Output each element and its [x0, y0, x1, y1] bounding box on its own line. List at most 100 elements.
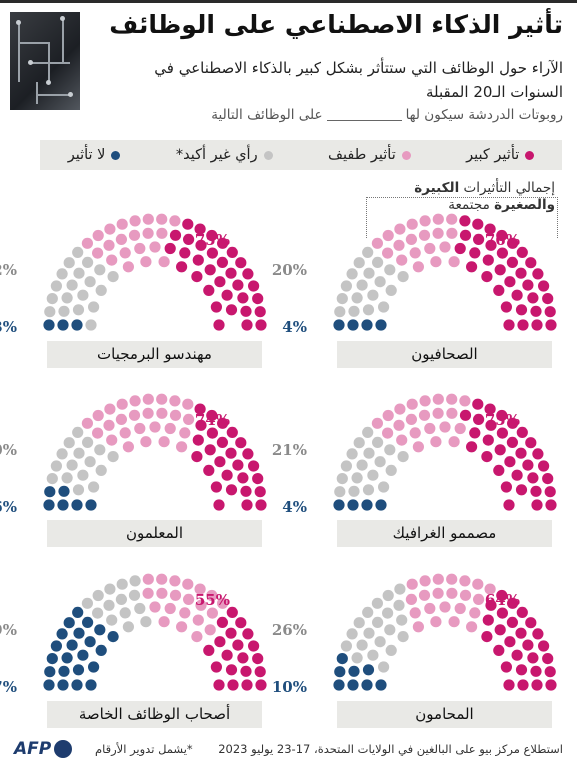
dot-none — [362, 664, 375, 676]
dot-major — [545, 679, 557, 691]
dot-minor — [149, 421, 161, 433]
dot-unsure — [72, 304, 85, 316]
chart-self-employed: 55% 19% 27% — [0, 573, 267, 696]
dot-major — [192, 254, 204, 266]
dot-major — [544, 486, 556, 498]
dot-unsure — [85, 319, 97, 331]
dot-none — [361, 319, 373, 331]
dot-major — [525, 617, 537, 629]
dot-major — [226, 246, 238, 258]
dot-minor — [169, 575, 181, 587]
dot-unsure — [81, 597, 93, 609]
dot-major — [206, 409, 218, 422]
combined-impact-label: 75% — [195, 231, 230, 249]
dot-unsure — [50, 460, 63, 472]
dot-unsure — [73, 267, 85, 279]
dot-unsure — [397, 271, 409, 283]
dot-unsure — [367, 289, 379, 301]
dot-unsure — [378, 301, 390, 313]
dot-unsure — [374, 636, 386, 648]
dot-major — [213, 319, 225, 331]
dot-major — [503, 319, 515, 331]
dot-minor — [459, 589, 472, 601]
dot-major — [481, 271, 493, 283]
dot-major — [217, 417, 229, 429]
dot-major — [500, 481, 512, 493]
dot-minor — [419, 575, 431, 587]
combined-impact-label: 55% — [195, 591, 230, 609]
dot-unsure — [56, 448, 68, 460]
page-title: تأثير الذكاء الاصطناعي على الوظائف — [109, 10, 563, 39]
dot-major — [511, 469, 523, 481]
dot-minor — [473, 593, 485, 606]
dot-minor — [106, 254, 118, 266]
dot-minor — [446, 227, 458, 239]
dot-none — [94, 624, 106, 636]
dot-major — [484, 403, 496, 415]
dot-major — [516, 606, 528, 619]
dot-minor — [204, 624, 216, 636]
dot-major — [482, 434, 494, 446]
annotation-bold-2: والصغيرة — [494, 197, 555, 213]
dot-unsure — [384, 264, 396, 276]
dot-minor — [156, 573, 168, 585]
dot-minor — [432, 213, 444, 225]
dot-minor — [406, 218, 418, 230]
dot-major — [214, 276, 226, 288]
chart-teachers: 74% 20% 6% — [0, 393, 267, 516]
dot-major — [515, 484, 528, 496]
dot-minor — [459, 575, 471, 587]
dot-unsure — [362, 304, 375, 316]
dot-minor — [405, 593, 417, 606]
dot-unsure — [46, 293, 58, 305]
dot-major — [255, 499, 267, 511]
dot-minor — [92, 247, 104, 259]
legend-item-none: لا تأثير — [68, 147, 121, 163]
dot-major — [506, 597, 519, 609]
dot-major — [237, 652, 249, 664]
dot-minor — [448, 436, 460, 448]
dot-major — [459, 229, 472, 241]
dot-minor — [164, 602, 176, 615]
dot-major — [240, 485, 252, 497]
dot-none — [336, 653, 348, 665]
dot-none — [375, 679, 387, 691]
dot-major — [473, 413, 485, 425]
dot-unsure — [378, 661, 390, 673]
chart-software-engineers: 75% 22% 3% — [0, 213, 267, 336]
dot-unsure — [95, 284, 107, 296]
dot-major — [226, 606, 238, 619]
dot-minor — [446, 393, 458, 405]
dot-major — [530, 485, 542, 497]
dot-minor — [484, 583, 496, 595]
chart-journalists: 76% 20% 4% — [272, 213, 557, 336]
dot-minor — [142, 573, 154, 585]
dot-minor — [106, 434, 118, 446]
dot-major — [216, 256, 228, 268]
dot-unsure — [346, 628, 358, 640]
dot-major — [522, 279, 534, 291]
dot-major — [248, 280, 260, 292]
dot-major — [515, 447, 527, 459]
dot-major — [232, 279, 244, 291]
dot-unsure — [92, 607, 104, 619]
legend-swatch-major — [525, 150, 535, 160]
dot-minor — [409, 607, 421, 619]
unsure-label: 20% — [272, 261, 307, 279]
dot-minor — [409, 247, 421, 259]
dot-major — [517, 319, 529, 331]
afp-logo: AFP — [14, 739, 73, 759]
dot-major — [481, 631, 493, 643]
dot-none — [375, 319, 387, 331]
dot-major — [531, 319, 543, 331]
dot-major — [225, 627, 237, 639]
dot-unsure — [84, 456, 96, 468]
dot-unsure — [94, 264, 106, 276]
dot-minor — [115, 233, 127, 245]
dot-major — [473, 233, 485, 245]
dot-unsure — [374, 276, 386, 288]
dot-minor — [156, 393, 168, 405]
dot-unsure — [397, 451, 409, 463]
no-impact-label: 27% — [0, 678, 17, 696]
no-impact-label: 10% — [272, 678, 307, 696]
